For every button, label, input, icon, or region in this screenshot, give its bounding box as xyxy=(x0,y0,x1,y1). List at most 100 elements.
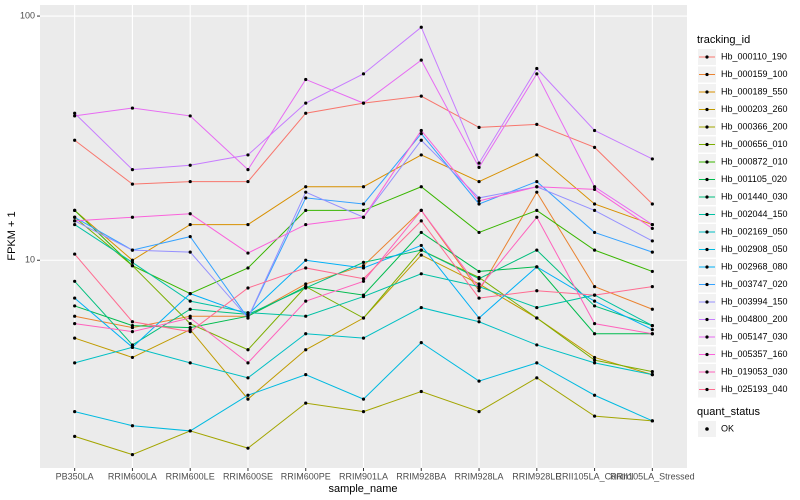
data-point xyxy=(419,185,423,189)
data-point xyxy=(304,185,308,189)
data-point xyxy=(650,226,654,231)
legend-key-point xyxy=(705,427,709,431)
data-point xyxy=(304,332,308,336)
data-point xyxy=(246,153,250,157)
data-point xyxy=(535,185,539,189)
data-point xyxy=(650,369,654,374)
data-point xyxy=(535,248,539,252)
data-point xyxy=(592,304,597,308)
legend-key-point xyxy=(705,195,709,199)
data-point xyxy=(535,305,539,310)
data-point xyxy=(188,250,192,254)
data-point xyxy=(130,424,135,428)
data-point xyxy=(304,401,308,405)
data-point xyxy=(361,202,366,206)
data-point xyxy=(477,282,481,286)
data-point xyxy=(650,332,654,336)
data-point xyxy=(73,138,77,142)
data-point xyxy=(130,330,135,334)
data-point xyxy=(535,208,539,213)
data-point xyxy=(73,252,77,256)
data-point xyxy=(650,285,654,289)
data-point xyxy=(246,286,250,290)
data-point xyxy=(188,330,192,334)
data-point xyxy=(650,323,654,328)
data-point xyxy=(130,323,135,328)
legend-label: Hb_000366_200 xyxy=(721,121,788,131)
data-point xyxy=(535,122,539,127)
data-point xyxy=(419,341,423,345)
legend-key-point xyxy=(705,282,709,287)
data-point xyxy=(304,111,308,115)
x-tick-label: RRIM600PE xyxy=(281,471,331,481)
legend-label: Hb_019053_030 xyxy=(721,366,788,376)
data-point xyxy=(419,219,423,223)
data-point xyxy=(650,250,654,254)
y-tick-label: 100 xyxy=(20,10,35,20)
data-point xyxy=(477,202,481,206)
data-point xyxy=(477,316,481,320)
data-point xyxy=(246,397,250,401)
data-point xyxy=(188,307,192,311)
data-point xyxy=(419,253,423,257)
data-point xyxy=(361,101,366,105)
data-point xyxy=(188,179,192,184)
legend-key-point xyxy=(705,300,709,304)
data-point xyxy=(361,277,366,281)
data-point xyxy=(419,248,423,252)
data-point xyxy=(73,208,77,213)
data-point xyxy=(535,316,539,320)
data-point xyxy=(361,215,366,219)
data-point xyxy=(304,190,308,194)
legend-label: Hb_001105_020 xyxy=(721,174,787,184)
legend-key-point xyxy=(705,107,709,112)
data-point xyxy=(592,248,597,252)
data-point xyxy=(361,72,366,76)
y-tick-label: 10 xyxy=(25,255,35,265)
x-tick-label: RRIM600LA xyxy=(108,471,157,481)
data-point xyxy=(130,215,135,219)
data-point xyxy=(246,266,250,270)
data-point xyxy=(650,239,654,243)
data-point xyxy=(73,322,77,326)
data-point xyxy=(130,248,135,252)
data-point xyxy=(130,452,135,457)
data-point xyxy=(361,264,366,268)
data-point xyxy=(419,230,423,235)
data-point xyxy=(592,128,597,133)
data-point xyxy=(130,106,135,110)
x-tick-label: RRIM901LA xyxy=(339,471,388,481)
data-point xyxy=(73,434,77,438)
data-point xyxy=(361,185,366,189)
data-point xyxy=(304,196,308,200)
data-point xyxy=(650,269,654,274)
legend-label: Hb_002044_150 xyxy=(721,209,788,219)
x-tick-label: RRIM600SE xyxy=(223,471,273,481)
data-point xyxy=(477,179,481,184)
data-point xyxy=(592,230,597,235)
data-point xyxy=(188,234,192,239)
legend-label: Hb_000872_010 xyxy=(721,156,788,166)
data-point xyxy=(535,72,539,76)
legend-key-point xyxy=(705,125,709,129)
data-point xyxy=(477,196,481,200)
data-point xyxy=(304,258,308,262)
data-point xyxy=(535,179,539,184)
legend-key-point xyxy=(705,370,709,374)
data-point xyxy=(477,296,481,300)
data-point xyxy=(419,389,423,394)
data-point xyxy=(650,307,654,311)
data-point xyxy=(73,222,77,227)
data-point xyxy=(304,222,308,227)
legend-label: Hb_000656_010 xyxy=(721,139,788,149)
data-point xyxy=(246,446,250,450)
legend-key-point xyxy=(705,212,709,217)
data-point xyxy=(592,414,597,418)
data-point xyxy=(419,58,423,62)
data-point xyxy=(477,230,481,235)
data-point xyxy=(535,66,539,71)
data-point xyxy=(419,138,423,142)
legend-label: Hb_003747_020 xyxy=(721,279,788,289)
x-tick-label: PB350LA xyxy=(56,471,94,481)
